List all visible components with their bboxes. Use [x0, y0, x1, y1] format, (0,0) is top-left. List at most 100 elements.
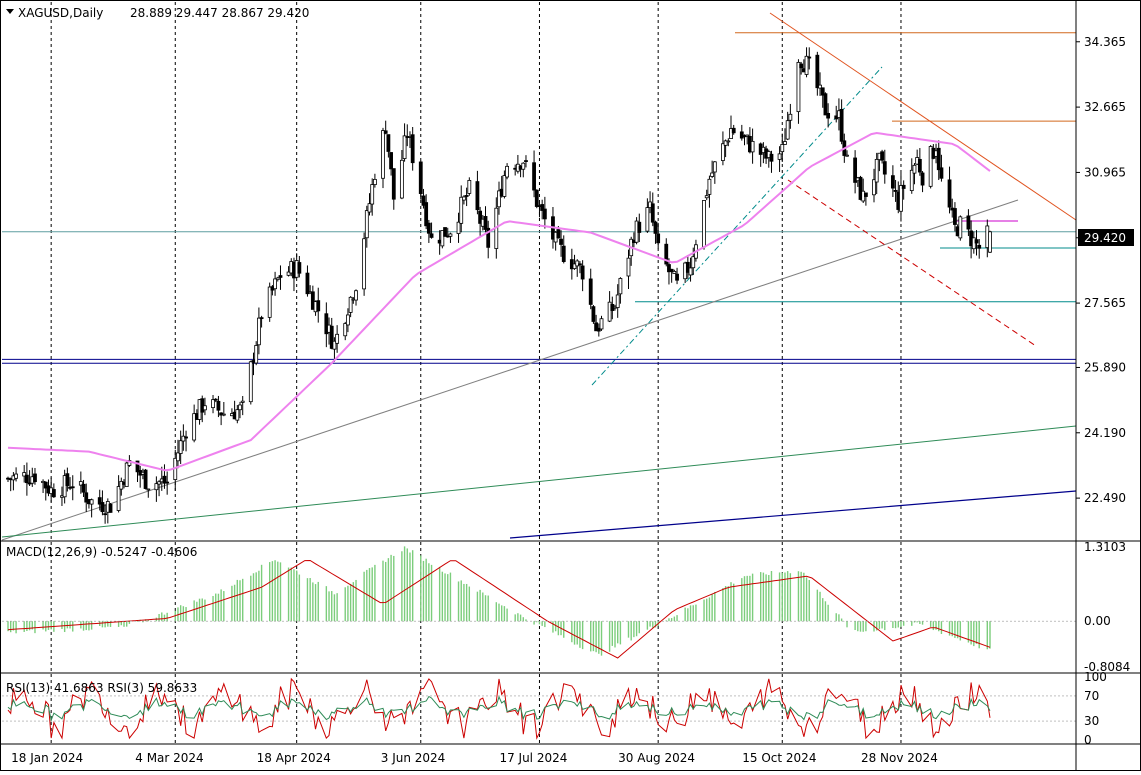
candle-body [947, 179, 952, 208]
candle-body [823, 93, 828, 116]
candle-body [591, 306, 596, 322]
x-tick-label: 15 Oct 2024 [742, 751, 816, 765]
candle-body [777, 153, 782, 160]
candle-body [146, 488, 151, 491]
candle-body [418, 161, 423, 194]
candle-body [475, 181, 480, 211]
candle-body [524, 160, 528, 162]
candle-body [799, 63, 804, 69]
candle-body [316, 300, 321, 312]
price-panel [1, 12, 1077, 541]
candle-body [745, 134, 750, 137]
y-tick-label: 24.190 [1084, 426, 1126, 440]
candle-body [707, 178, 712, 195]
candle-body [364, 210, 369, 239]
candle-body [534, 189, 539, 207]
candle-body [561, 245, 566, 262]
candle-body [864, 192, 868, 197]
candle-body [367, 203, 372, 213]
y-tick-label: 32.665 [1084, 100, 1126, 114]
candle-body [807, 56, 812, 59]
candle-body [739, 131, 744, 139]
symbol-label: XAGUSD,Daily [18, 6, 103, 20]
trendline-green [1, 425, 1077, 538]
candle-body [691, 256, 696, 269]
candle-body [502, 175, 507, 197]
candle-body [478, 210, 483, 224]
candle-body [917, 158, 922, 173]
rsi-axis-label: 30 [1084, 714, 1099, 728]
candle-body [124, 462, 129, 487]
candle-body [100, 502, 105, 513]
candle-body [389, 152, 393, 170]
macd-axis-label: 1.3103 [1084, 540, 1126, 554]
candle-body [103, 513, 108, 516]
candle-body [953, 208, 957, 225]
candle-body [402, 135, 407, 159]
candle-body [305, 272, 310, 295]
rsi-axis-label: 100 [1084, 670, 1107, 684]
macd-panel [2, 546, 1076, 659]
dashdot-trendline [591, 66, 883, 386]
candle-body [556, 229, 561, 239]
candle-body [685, 261, 690, 273]
rsi-panel [2, 677, 1076, 740]
rsi-axis-label: 70 [1084, 689, 1099, 703]
resistance-trendline [769, 12, 1077, 221]
candle-body [893, 189, 898, 192]
candle-body [176, 452, 180, 462]
candle-body [521, 162, 526, 170]
candle-body [958, 216, 963, 239]
candle-body [443, 227, 447, 237]
candle-body [936, 147, 941, 171]
candle-body [532, 162, 536, 191]
candle-body [78, 481, 83, 486]
rsi-axis-label: 0 [1084, 733, 1092, 747]
candle-body [729, 128, 733, 139]
candle-body [178, 440, 183, 454]
candle-body [839, 108, 844, 142]
candle-body [381, 130, 385, 179]
candle-body [14, 473, 18, 479]
candle-body [804, 55, 809, 75]
candle-body [81, 483, 86, 493]
candle-body [256, 317, 261, 346]
candle-body [909, 169, 914, 192]
candle-body [723, 140, 728, 146]
trendline-gray [1, 199, 1019, 541]
candle-body [216, 400, 221, 411]
candle-body [664, 243, 669, 265]
candle-body [912, 164, 917, 174]
candle-body [154, 483, 159, 491]
candle-body [391, 168, 396, 200]
dropdown-triangle-icon[interactable] [6, 9, 14, 14]
candle-body [618, 278, 623, 295]
moving-average-line [7, 131, 991, 472]
candle-body [783, 141, 787, 145]
candle-body [815, 54, 820, 89]
x-tick-label: 18 Apr 2024 [257, 751, 331, 765]
candle-body [575, 260, 580, 267]
candle-body [853, 157, 858, 183]
x-tick-label: 4 Mar 2024 [135, 751, 203, 765]
candle-body [24, 474, 29, 484]
candle-body [343, 323, 348, 337]
candle-body [22, 472, 27, 477]
candle-body [578, 263, 582, 266]
candle-body [704, 195, 709, 199]
candle-body [820, 87, 825, 96]
candle-body [486, 227, 491, 248]
x-tick-label: 3 Jun 2024 [381, 751, 446, 765]
rsi13-line [7, 695, 991, 722]
candle-body [238, 404, 242, 411]
candle-body [135, 460, 140, 473]
candle-body [354, 290, 358, 301]
candle-body [826, 112, 831, 119]
candle-body [259, 317, 264, 320]
y-tick-label: 22.490 [1084, 491, 1126, 505]
candle-body [421, 195, 426, 206]
candle-body [346, 314, 350, 326]
candle-body [712, 161, 717, 173]
